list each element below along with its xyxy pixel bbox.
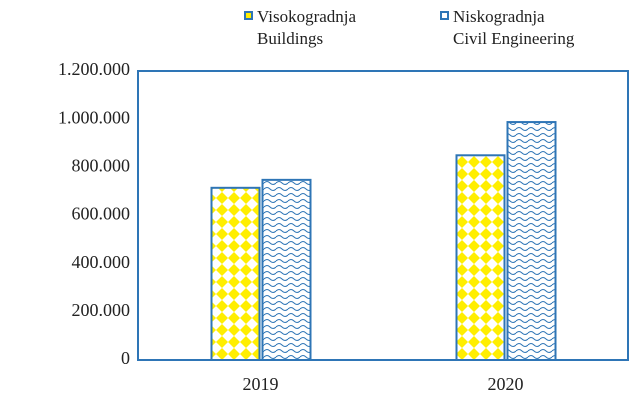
bar [455,154,506,361]
legend-swatch [244,11,253,20]
legend-label: Visokogradnja Buildings [257,7,357,48]
y-tick-label: 1.200.000 [58,59,130,79]
bar [210,186,261,361]
y-tick-label: 800.000 [72,155,131,175]
bar [506,121,557,361]
y-tick-label: 600.000 [72,204,131,224]
legend-item: Niskogradnja Civil Engineering [440,6,574,50]
x-tick-label: 2020 [488,374,524,394]
plot-frame [137,70,629,361]
y-tick-label: 1.000.000 [58,107,130,127]
y-tick-label: 0 [121,348,130,368]
bar [261,178,312,361]
x-tick-label: 2019 [243,374,279,394]
y-tick-label: 400.000 [72,252,131,272]
y-tick-label: 200.000 [72,300,131,320]
legend-label: Niskogradnja Civil Engineering [453,7,575,48]
legend-swatch [440,11,449,20]
legend-item: Visokogradnja Buildings [244,6,356,50]
